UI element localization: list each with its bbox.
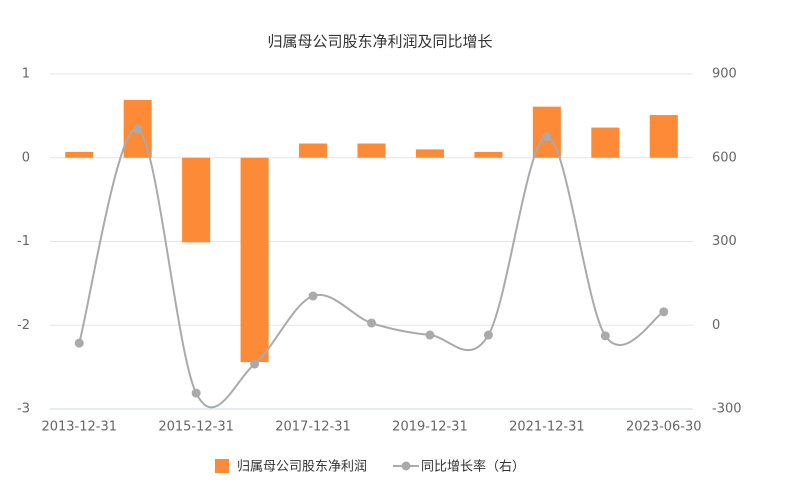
line: [78, 127, 665, 409]
bar: [240, 157, 269, 363]
point: [600, 331, 610, 341]
point: [483, 330, 493, 340]
legend-label: 同比增长率（右）: [421, 459, 525, 475]
x-tick-label: 2017-12-31: [275, 420, 351, 435]
point: [308, 291, 318, 301]
x-tick-label: 2021-12-31: [509, 420, 585, 435]
point: [133, 124, 143, 134]
x-tick-label: 2015-12-31: [158, 420, 234, 435]
point: [191, 388, 201, 398]
point: [542, 132, 552, 142]
y-tick-label: -2: [17, 318, 30, 333]
point: [367, 318, 376, 328]
legend-label: 归属母公司股东净利润: [237, 460, 367, 475]
chart-title: 归属母公司股东净利润及同比增长: [267, 33, 492, 51]
bar: [182, 157, 211, 243]
point: [74, 338, 84, 348]
point: [250, 359, 260, 369]
bar: [415, 149, 444, 158]
point: [659, 307, 669, 317]
y2-tick-label: 900: [712, 67, 737, 82]
bar: [299, 143, 328, 158]
bar: [591, 127, 620, 158]
x-tick-label: 2019-12-31: [392, 420, 468, 435]
legend-swatch: [215, 459, 229, 473]
bar: [357, 143, 386, 158]
y-tick-label: 1: [22, 67, 30, 82]
y2-tick-label: -300: [712, 402, 742, 417]
bar: [474, 151, 503, 158]
y2-tick-label: 0: [712, 318, 720, 333]
x-tick-label: 2023-06-30: [626, 420, 702, 435]
y-tick-label: 0: [22, 150, 30, 165]
point: [425, 330, 435, 340]
bar: [65, 151, 94, 158]
y-tick-label: -1: [17, 234, 30, 249]
x-tick-label: 2013-12-31: [41, 420, 117, 435]
bar: [649, 115, 678, 158]
legend-swatch: [401, 461, 411, 471]
y2-tick-label: 600: [712, 150, 737, 165]
y2-tick-label: 300: [712, 234, 737, 249]
y-tick-label: -3: [17, 402, 30, 417]
